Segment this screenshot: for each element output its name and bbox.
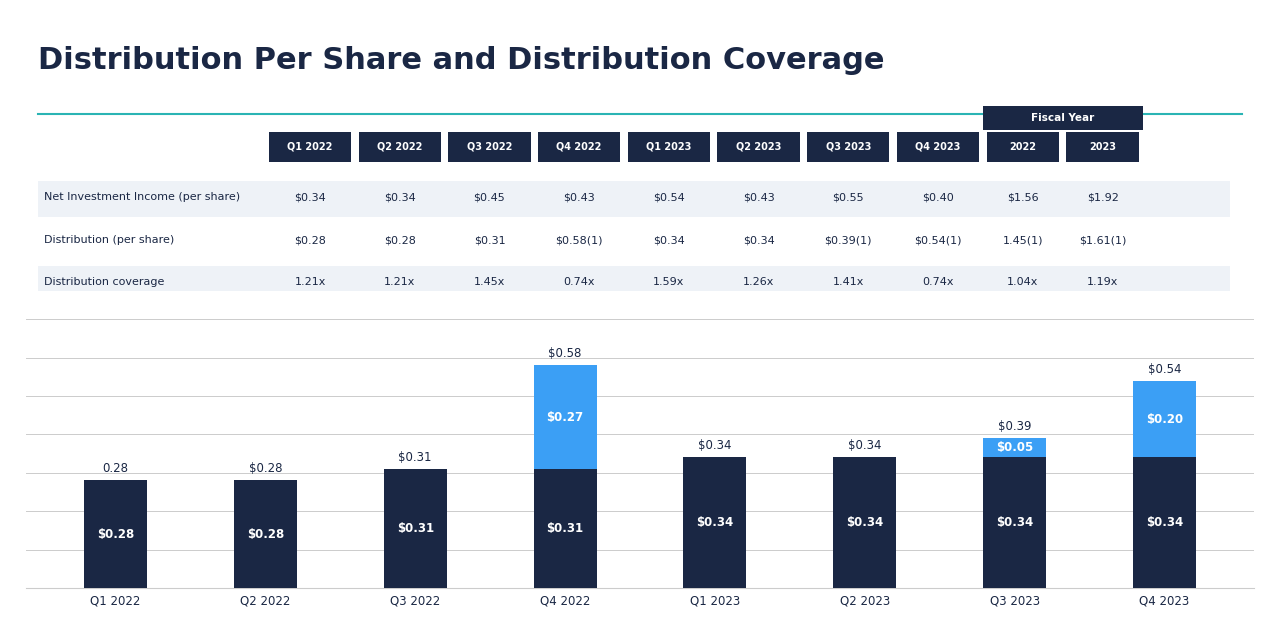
Text: $0.31: $0.31 (397, 522, 434, 535)
Text: $0.20: $0.20 (1146, 413, 1183, 426)
Text: $0.58: $0.58 (548, 348, 582, 360)
Text: $0.31: $0.31 (474, 235, 506, 245)
Bar (534, 366, 596, 469)
Text: Q3 2022: Q3 2022 (467, 142, 512, 152)
Text: Q1 2023: Q1 2023 (646, 142, 691, 152)
Text: Distribution Per Share and Distribution Coverage: Distribution Per Share and Distribution … (38, 46, 884, 75)
Text: 1.21x: 1.21x (384, 277, 416, 287)
Text: $0.34: $0.34 (384, 192, 416, 202)
Text: $0.28: $0.28 (248, 463, 282, 475)
Text: $0.34: $0.34 (846, 516, 883, 529)
FancyBboxPatch shape (627, 132, 710, 162)
Legend: Regular Distribution, Special/Supplemental Distribution: Regular Distribution, Special/Supplement… (445, 637, 835, 639)
Text: $0.34: $0.34 (698, 440, 732, 452)
Text: 0.74x: 0.74x (563, 277, 595, 287)
Text: 1.26x: 1.26x (742, 277, 774, 287)
Text: $0.54(1): $0.54(1) (914, 235, 961, 245)
Text: $0.39: $0.39 (998, 420, 1032, 433)
Bar (983, 438, 1046, 458)
Text: $0.27: $0.27 (547, 411, 584, 424)
Text: $0.34: $0.34 (849, 440, 882, 452)
Text: 2023: 2023 (1089, 142, 1116, 152)
Text: $1.61(1): $1.61(1) (1079, 235, 1126, 245)
Text: $0.55: $0.55 (832, 192, 864, 202)
Text: $0.54: $0.54 (1148, 363, 1181, 376)
Text: Q2 2023: Q2 2023 (736, 142, 781, 152)
Text: $1.56: $1.56 (1007, 192, 1038, 202)
FancyBboxPatch shape (983, 107, 1143, 130)
Bar (833, 458, 896, 588)
Bar (384, 469, 447, 588)
Text: $0.54: $0.54 (653, 192, 685, 202)
Bar (534, 469, 596, 588)
Bar (983, 458, 1046, 588)
Text: $0.39(1): $0.39(1) (824, 235, 872, 245)
FancyBboxPatch shape (1066, 132, 1139, 162)
Text: 1.19x: 1.19x (1087, 277, 1119, 287)
Text: $0.28: $0.28 (247, 528, 284, 541)
Text: $0.05: $0.05 (996, 442, 1033, 454)
Text: 1.04x: 1.04x (1007, 277, 1038, 287)
Text: 0.28: 0.28 (102, 463, 128, 475)
Text: 1.45x: 1.45x (474, 277, 506, 287)
FancyBboxPatch shape (269, 132, 351, 162)
Text: 1.41x: 1.41x (832, 277, 864, 287)
Text: $0.40: $0.40 (922, 192, 954, 202)
Text: 0.74x: 0.74x (922, 277, 954, 287)
FancyBboxPatch shape (987, 132, 1059, 162)
Text: $0.31: $0.31 (547, 522, 584, 535)
FancyBboxPatch shape (38, 181, 1230, 217)
Text: Q4 2023: Q4 2023 (915, 142, 961, 152)
Text: $0.45: $0.45 (474, 192, 506, 202)
Bar (1133, 458, 1196, 588)
Text: $0.34: $0.34 (653, 235, 685, 245)
FancyBboxPatch shape (897, 132, 979, 162)
Text: $1.92: $1.92 (1087, 192, 1119, 202)
Text: $0.34: $0.34 (294, 192, 326, 202)
FancyBboxPatch shape (717, 132, 800, 162)
Text: $0.58(1): $0.58(1) (556, 235, 603, 245)
Text: $0.34: $0.34 (996, 516, 1033, 529)
Text: Q4 2022: Q4 2022 (557, 142, 602, 152)
Bar (84, 481, 147, 588)
Text: Distribution coverage: Distribution coverage (44, 277, 164, 287)
Bar (234, 481, 297, 588)
Text: $0.43: $0.43 (563, 192, 595, 202)
Text: $0.34: $0.34 (1146, 516, 1183, 529)
Text: Fiscal Year: Fiscal Year (1032, 113, 1094, 123)
Bar (1133, 381, 1196, 458)
Text: 2022: 2022 (1009, 142, 1037, 152)
Text: $0.43: $0.43 (742, 192, 774, 202)
Text: $0.28: $0.28 (97, 528, 134, 541)
FancyBboxPatch shape (808, 132, 890, 162)
Text: 1.21x: 1.21x (294, 277, 325, 287)
Text: 1.45(1): 1.45(1) (1002, 235, 1043, 245)
Text: $0.31: $0.31 (398, 451, 431, 464)
Text: 1.59x: 1.59x (653, 277, 685, 287)
FancyBboxPatch shape (358, 132, 440, 162)
Text: Distribution (per share): Distribution (per share) (44, 235, 174, 245)
Text: $0.34: $0.34 (742, 235, 774, 245)
Text: Net Investment Income (per share): Net Investment Income (per share) (44, 192, 241, 202)
FancyBboxPatch shape (538, 132, 621, 162)
Text: $0.34: $0.34 (696, 516, 733, 529)
Text: Q2 2022: Q2 2022 (378, 142, 422, 152)
FancyBboxPatch shape (38, 224, 1230, 259)
Text: $0.28: $0.28 (294, 235, 326, 245)
Text: $0.28: $0.28 (384, 235, 416, 245)
FancyBboxPatch shape (448, 132, 531, 162)
Text: Q1 2022: Q1 2022 (288, 142, 333, 152)
FancyBboxPatch shape (38, 266, 1230, 301)
Bar (684, 458, 746, 588)
Text: Q3 2023: Q3 2023 (826, 142, 870, 152)
